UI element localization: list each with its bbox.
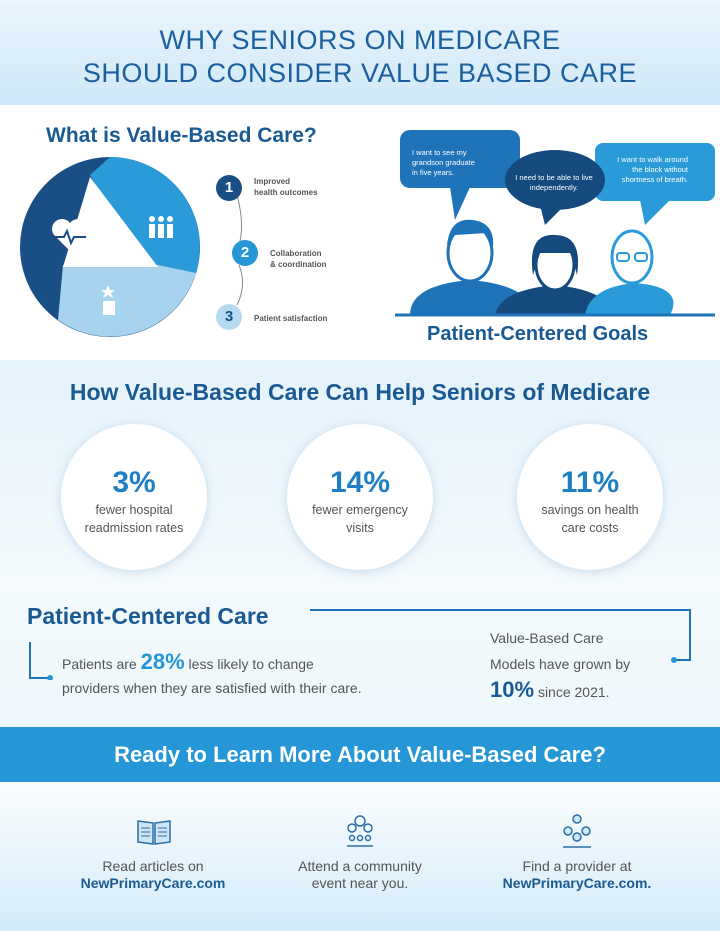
woman-avatar [495,234,615,315]
cta-banner: Ready to Learn More About Value-Based Ca… [0,727,720,782]
step-3-badge: 3 [216,304,242,330]
heart-pulse-icon [52,219,88,251]
pcc-heading: Patient-Centered Care [27,603,269,629]
stat-circle-readmission: 3% fewer hospital readmission rates [61,424,207,570]
footer-item-articles[interactable]: Read articles on NewPrimaryCare.com [80,858,226,891]
step-2-badge: 2 [232,240,258,266]
step-2-label: Collaboration & coordination [270,249,327,269]
page-title: WHY SENIORS ON MEDICARE SHOULD CONSIDER … [82,25,638,88]
pcc-left-text: Patients are 28% less likely to change p… [62,649,362,697]
patients-illustration [395,130,715,317]
people-icon [149,216,173,238]
what-heading: What is Value-Based Care? [46,124,317,147]
stat-circle-savings: 11% savings on health care costs [517,424,663,570]
book-icon [137,820,171,845]
articles-link[interactable]: NewPrimaryCare.com [80,875,226,891]
stars-hand-icon [101,285,115,315]
pcc-connector-lines [29,609,691,680]
provider-network-icon [563,814,591,848]
footer-item-event: Attend a community event near you. [298,858,422,891]
footer [0,782,720,931]
help-heading: How Value-Based Care Can Help Seniors of… [69,379,651,405]
elderly-man-avatar [585,229,674,315]
pcc-right-text: Value-Based Care Models have grown by 10%… [490,630,631,702]
step-3-label: Patient satisfaction [254,314,328,323]
segment-satisfaction [58,265,196,337]
provider-link[interactable]: NewPrimaryCare.com. [502,875,652,891]
goals-caption: Patient-Centered Goals [427,323,649,345]
step-1-label: Improved health outcomes [254,177,318,197]
community-icon [347,815,373,847]
goal-bubble-3: I want to walk around the block without sh… [617,155,688,184]
goal-bubble-1: I want to see my grandson graduate in five… [412,148,475,177]
stat-circle-emergency: 14% fewer emergency visits [287,424,433,570]
segment-collaboration [90,157,200,275]
footer-item-provider[interactable]: Find a provider at NewPrimaryCare.com. [502,858,652,891]
goal-bubble-2: I need to be able to live independently. [515,173,593,192]
step-1-badge: 1 [216,175,242,201]
value-cycle-diagram [20,157,200,337]
header: WHY SENIORS ON MEDICARE SHOULD CONSIDER … [0,0,720,105]
